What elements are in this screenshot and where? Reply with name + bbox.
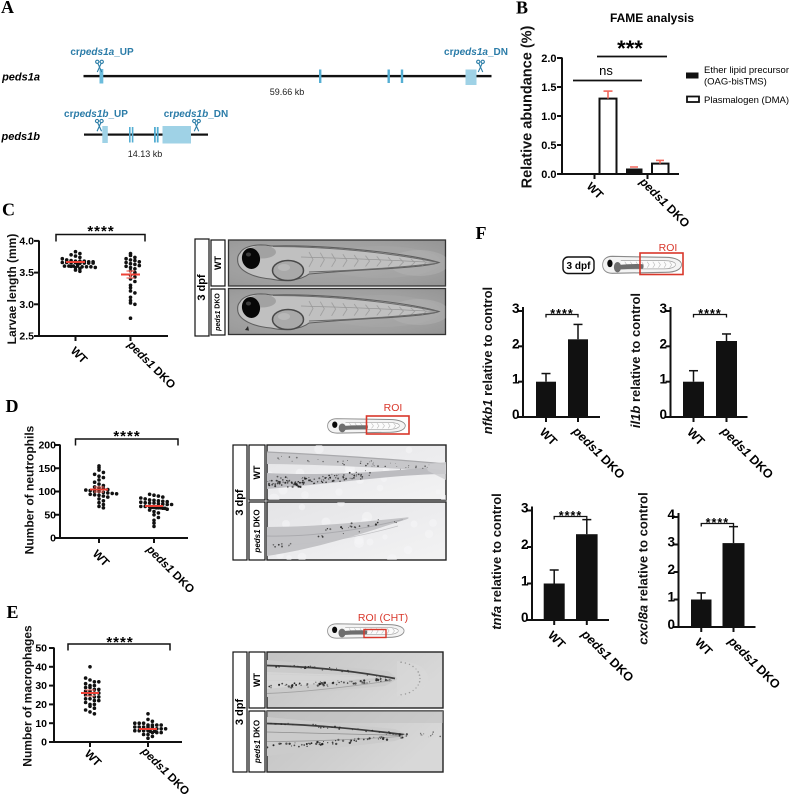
svg-text:0.0: 0.0 [541,169,556,181]
svg-text:C: C [2,200,15,220]
svg-text:Number of neutrophils: Number of neutrophils [23,425,37,554]
svg-text:0: 0 [512,407,520,422]
svg-text:****: **** [698,307,721,321]
svg-text:150: 150 [38,463,56,475]
svg-text:Larvae length (mm): Larvae length (mm) [5,234,19,345]
svg-text:Plasmalogen (DMA): Plasmalogen (DMA) [704,95,789,106]
svg-text:WT: WT [213,256,223,270]
svg-text:E: E [7,602,19,622]
svg-text:peds1b: peds1b [0,131,40,143]
svg-text:B: B [516,0,528,17]
svg-text:****: **** [106,634,133,651]
svg-text:WT: WT [252,465,262,479]
svg-text:100: 100 [38,486,56,498]
svg-text:3 dpf: 3 dpf [567,261,592,272]
svg-text:WT: WT [252,673,262,687]
svg-text:14.13 kb: 14.13 kb [128,149,163,159]
svg-text:2: 2 [659,336,667,351]
svg-text:0: 0 [50,533,56,545]
svg-text:30: 30 [35,680,47,692]
svg-text:peds1 DKO: peds1 DKO [215,293,222,332]
svg-text:1: 1 [667,590,675,605]
svg-text:2: 2 [667,562,675,577]
svg-text:10: 10 [35,718,47,730]
svg-text:0: 0 [659,407,667,422]
svg-text:3.0: 3.0 [19,299,34,311]
svg-text:ns: ns [599,63,613,78]
svg-text:****: **** [113,428,140,445]
svg-text:F: F [476,223,487,243]
svg-text:ROI: ROI [384,402,403,414]
svg-text:ROI: ROI [659,242,678,254]
svg-text:cxcl8a relative to control: cxcl8a relative to control [636,492,651,644]
svg-text:3: 3 [521,501,529,516]
svg-text:****: **** [706,516,729,530]
svg-text:A: A [1,0,14,17]
svg-text:crpeds1b_UP: crpeds1b_UP [64,109,128,120]
svg-text:****: **** [87,223,114,240]
svg-text:****: **** [559,509,582,523]
svg-text:1.5: 1.5 [541,82,556,94]
svg-text:nfkb1 relative to control: nfkb1 relative to control [480,287,495,434]
svg-text:1: 1 [521,574,529,589]
svg-text:Relative abundance (%): Relative abundance (%) [520,25,536,188]
svg-text:crpeds1a_UP: crpeds1a_UP [70,47,134,58]
svg-text:3 dpf: 3 dpf [196,274,208,301]
svg-text:3 dpf: 3 dpf [234,699,246,726]
svg-text:peds1 DKO: peds1 DKO [253,720,262,764]
svg-text:(OAG-bisTMS): (OAG-bisTMS) [704,77,767,88]
svg-text:2: 2 [512,336,520,351]
svg-text:2.5: 2.5 [19,331,34,343]
svg-text:3: 3 [512,301,520,316]
svg-text:1.0: 1.0 [541,111,556,123]
svg-text:4.0: 4.0 [19,236,34,248]
svg-text:3: 3 [659,301,667,316]
svg-text:40: 40 [35,661,47,673]
svg-text:4: 4 [667,507,675,522]
svg-text:2: 2 [521,537,529,552]
svg-text:0: 0 [41,737,47,749]
svg-text:20: 20 [35,699,47,711]
svg-text:FAME analysis: FAME analysis [610,11,694,25]
svg-text:0: 0 [521,610,529,625]
svg-text:1: 1 [512,372,520,387]
svg-text:0: 0 [667,617,675,632]
svg-text:3.5: 3.5 [19,267,34,279]
svg-text:50: 50 [44,509,56,521]
svg-text:il1b relative to control: il1b relative to control [628,293,643,428]
svg-text:peds1 DKO: peds1 DKO [253,509,262,553]
svg-text:***: *** [617,36,643,61]
svg-text:50: 50 [35,643,47,655]
svg-text:tnfa relative to control: tnfa relative to control [489,493,504,630]
svg-text:peds1a: peds1a [1,72,40,84]
svg-text:ROI (CHT): ROI (CHT) [358,612,408,624]
svg-text:D: D [6,396,19,416]
svg-text:3: 3 [667,535,675,550]
svg-text:Ether lipid precursor: Ether lipid precursor [704,65,789,76]
svg-text:Number of macrophages: Number of macrophages [21,625,35,767]
svg-text:200: 200 [38,440,56,452]
svg-text:****: **** [550,307,573,321]
svg-text:0.5: 0.5 [541,140,556,152]
svg-text:1: 1 [659,372,667,387]
svg-text:3 dpf: 3 dpf [234,489,246,516]
svg-text:crpeds1b_DN: crpeds1b_DN [164,109,228,120]
svg-text:crpeds1a_DN: crpeds1a_DN [444,47,508,58]
svg-text:2.0: 2.0 [541,53,556,65]
svg-text:59.66 kb: 59.66 kb [270,87,305,97]
